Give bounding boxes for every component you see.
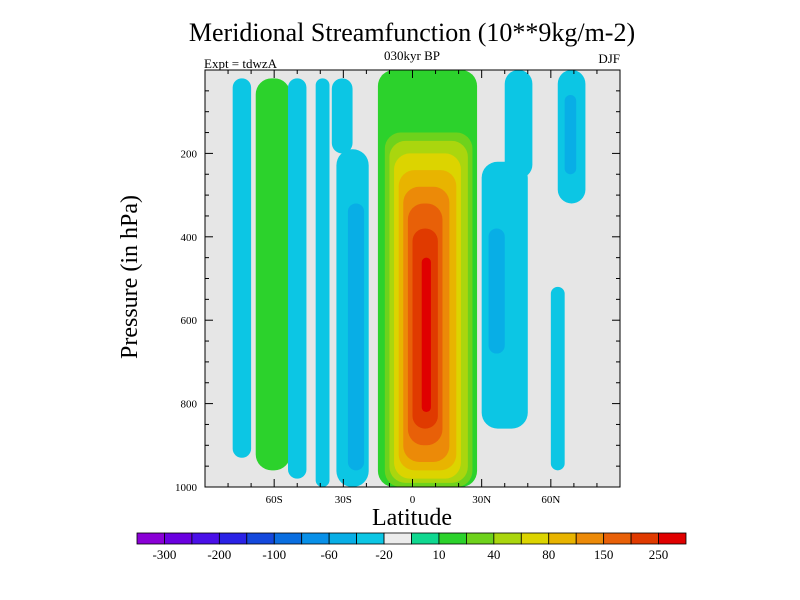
x-axis-label: Latitude bbox=[372, 505, 452, 531]
colorbar-swatch-5 bbox=[246, 532, 275, 545]
x-tick-label-2: 30S bbox=[335, 494, 352, 506]
contour-region-7 bbox=[347, 203, 365, 471]
colorbar-swatch-7 bbox=[301, 532, 330, 545]
season-label: DJF bbox=[598, 51, 620, 66]
colorbar-swatch-8 bbox=[328, 532, 357, 545]
contour-region-5 bbox=[331, 78, 353, 154]
chart-subtitle: 030kyr BP bbox=[384, 48, 440, 63]
contour-region-2 bbox=[255, 78, 291, 471]
plot-area bbox=[205, 70, 620, 487]
colorbar-swatch-12 bbox=[438, 532, 467, 545]
colorbar-label-7: 40 bbox=[487, 547, 500, 562]
colorbar-swatch-17 bbox=[575, 532, 605, 545]
colorbar-swatch-20 bbox=[658, 532, 687, 545]
contour-region-1 bbox=[232, 78, 252, 458]
experiment-label: Expt = tdwzA bbox=[204, 56, 278, 71]
colorbar-swatch-13 bbox=[465, 532, 495, 545]
colorbar-swatch-3 bbox=[191, 532, 220, 545]
colorbar-label-2: -200 bbox=[207, 547, 231, 562]
colorbar-swatch-15 bbox=[520, 532, 550, 545]
colorbar-label-3: -100 bbox=[262, 547, 286, 562]
colorbar-label-6: 10 bbox=[432, 547, 445, 562]
colorbar-label-10: 250 bbox=[649, 547, 669, 562]
axes: 60S 30S 0 30N 60N 200 400 600 800 1000 bbox=[175, 69, 621, 506]
colorbar-swatch-9 bbox=[356, 532, 385, 545]
y-tick-label-1: 200 bbox=[181, 148, 198, 160]
contour-region-16 bbox=[421, 257, 431, 412]
y-tick-label-3: 600 bbox=[181, 315, 198, 327]
colorbar-label-5: -20 bbox=[375, 547, 392, 562]
colorbar-label-1: -300 bbox=[153, 547, 177, 562]
colorbar-label-4: -60 bbox=[320, 547, 337, 562]
colorbar-label-9: 150 bbox=[594, 547, 614, 562]
colorbar-swatch-19 bbox=[630, 532, 659, 545]
colorbar-swatch-18 bbox=[603, 532, 632, 545]
contour-region-3 bbox=[288, 78, 307, 479]
contour-region-19 bbox=[504, 70, 533, 179]
contour-region-22 bbox=[550, 286, 565, 471]
y-axis-label: Pressure (in hPa) bbox=[117, 195, 143, 359]
y-tick-label-5: 1000 bbox=[175, 482, 198, 494]
contour-region-21 bbox=[564, 95, 577, 175]
x-tick-label-3: 0 bbox=[410, 494, 416, 506]
x-tick-label-5: 60N bbox=[541, 494, 560, 506]
contour-region-4 bbox=[315, 78, 330, 487]
colorbar-swatch-16 bbox=[548, 532, 577, 545]
chart-title: Meridional Streamfunction (10**9kg/m-2) bbox=[189, 18, 635, 47]
colorbar-swatch-1 bbox=[136, 532, 165, 545]
colorbar-swatch-2 bbox=[164, 532, 193, 545]
colorbar-swatch-10 bbox=[383, 532, 412, 545]
colorbar-swatch-4 bbox=[218, 532, 248, 545]
x-tick-label-1: 60S bbox=[266, 494, 283, 506]
colorbar-swatch-6 bbox=[273, 532, 303, 545]
y-tick-label-2: 400 bbox=[181, 232, 198, 244]
colorbar-label-8: 80 bbox=[542, 547, 555, 562]
colorbar-swatch-11 bbox=[411, 532, 440, 545]
x-tick-label-4: 30N bbox=[472, 494, 491, 506]
colorbar: -300 -200 -100 -60 -20 10 40 80 150 250 bbox=[136, 532, 687, 562]
y-tick-label-4: 800 bbox=[181, 399, 198, 411]
contour-region-18 bbox=[488, 228, 505, 354]
colorbar-swatch-14 bbox=[493, 532, 522, 545]
